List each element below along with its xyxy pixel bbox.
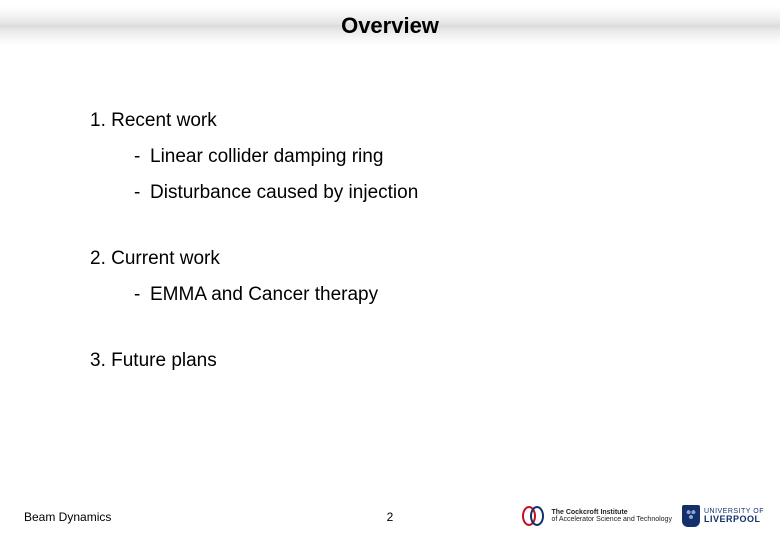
bullet-item: -EMMA and Cancer therapy — [90, 284, 720, 306]
bullet-text: EMMA and Cancer therapy — [150, 284, 378, 305]
dash-icon: - — [134, 146, 150, 168]
section-heading-2: 2. Current work — [90, 248, 720, 270]
liverpool-line2: LIVERPOOL — [704, 515, 764, 524]
cockcroft-text: The Cockcroft Institute of Accelerator S… — [551, 509, 672, 524]
liverpool-text: UNIVERSITY OF LIVERPOOL — [704, 508, 764, 525]
bullet-item: -Disturbance caused by injection — [90, 182, 720, 204]
section-heading-1: 1. Recent work — [90, 110, 720, 132]
section-heading-3: 3. Future plans — [90, 350, 720, 372]
slide-title: Overview — [341, 13, 439, 39]
content-area: 1. Recent work -Linear collider damping … — [90, 110, 720, 386]
cockcroft-line1: The Cockcroft Institute — [551, 509, 672, 516]
dash-icon: - — [134, 284, 150, 306]
bullet-text: Linear collider damping ring — [150, 146, 383, 167]
shield-icon — [682, 505, 700, 527]
footer-logos: The Cockcroft Institute of Accelerator S… — [519, 504, 764, 528]
cockcroft-icon — [519, 504, 547, 528]
dash-icon: - — [134, 182, 150, 204]
cockcroft-logo: The Cockcroft Institute of Accelerator S… — [519, 504, 672, 528]
slide: Overview 1. Recent work -Linear collider… — [0, 0, 780, 540]
footer: Beam Dynamics 2 The Cockcroft Institute … — [0, 500, 780, 528]
cockcroft-line2: of Accelerator Science and Technology — [551, 516, 672, 523]
liverpool-logo: UNIVERSITY OF LIVERPOOL — [682, 505, 764, 527]
bullet-item: -Linear collider damping ring — [90, 146, 720, 168]
title-band: Overview — [0, 6, 780, 46]
bullet-text: Disturbance caused by injection — [150, 182, 418, 203]
